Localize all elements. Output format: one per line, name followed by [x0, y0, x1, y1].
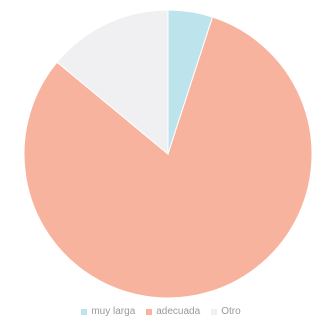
legend-item-muy-larga: muy larga	[81, 306, 135, 318]
legend-label-muy-larga: muy larga	[91, 306, 136, 317]
legend-swatch-muy-larga	[81, 309, 88, 315]
legend: muy larga adecuada Otro	[0, 306, 322, 318]
legend-item-otro: Otro	[211, 306, 241, 318]
legend-item-adecuada: adecuada	[146, 306, 200, 318]
pie-slice-adecuada	[23, 16, 313, 299]
legend-swatch-otro	[211, 309, 218, 315]
legend-label-adecuada: adecuada	[156, 306, 201, 317]
legend-swatch-adecuada	[146, 309, 153, 315]
pie-slice-otro	[56, 9, 169, 156]
legend-label-otro: Otro	[221, 306, 241, 317]
